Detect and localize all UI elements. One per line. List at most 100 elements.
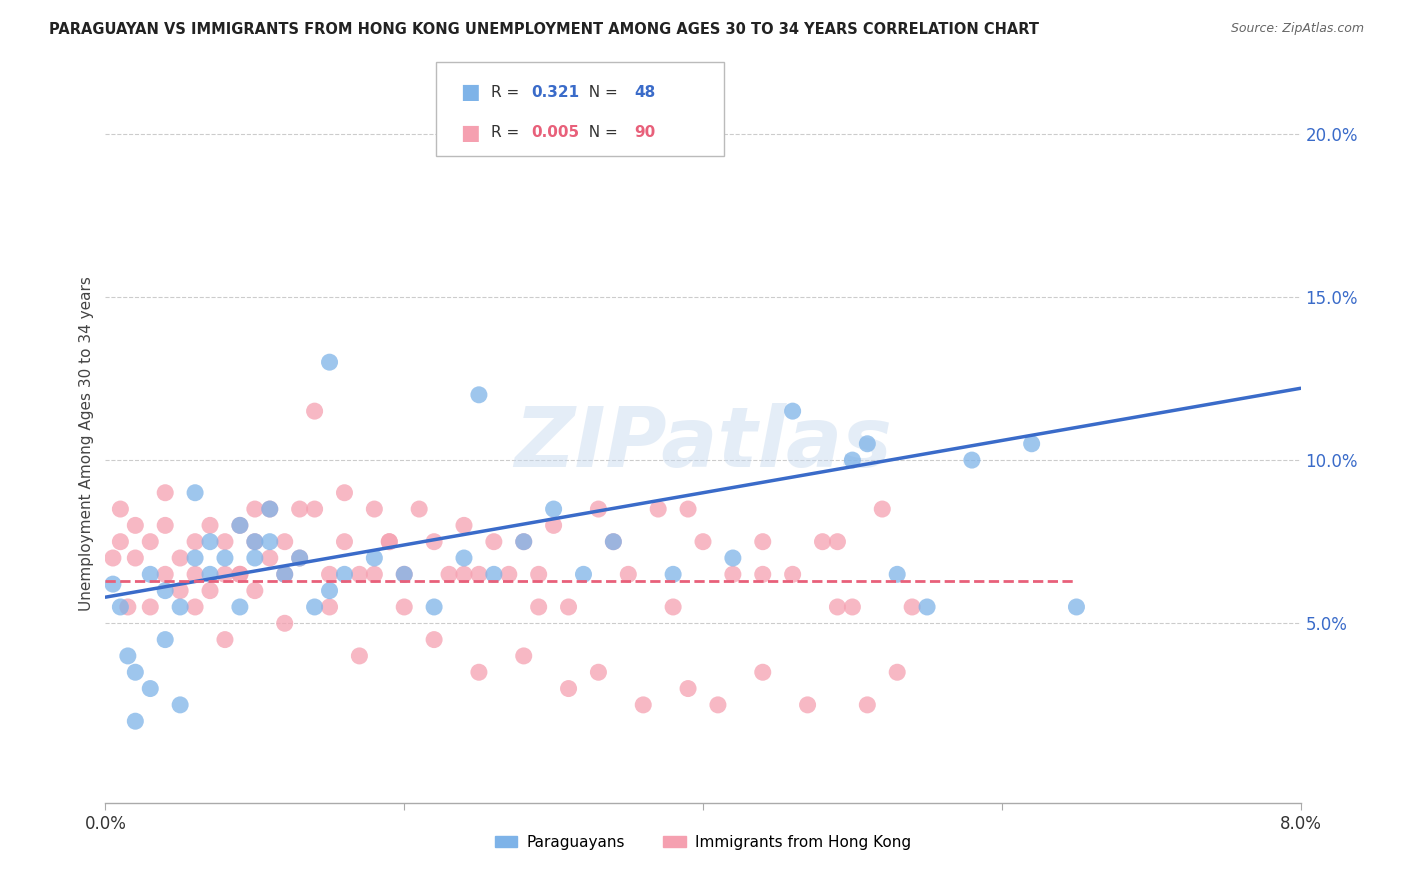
Point: [124, 714, 146, 729]
Point: [363, 567, 385, 582]
Point: [117, 599, 139, 614]
Point: [153, 518, 177, 533]
Point: [513, 648, 536, 663]
Point: [349, 648, 371, 663]
Point: [796, 698, 818, 712]
Point: [588, 502, 610, 516]
Point: [259, 534, 281, 549]
Point: [153, 632, 177, 647]
Point: [117, 648, 139, 663]
Point: [392, 567, 416, 582]
Point: [662, 567, 685, 582]
Point: [676, 502, 699, 516]
Text: Source: ZipAtlas.com: Source: ZipAtlas.com: [1230, 22, 1364, 36]
Point: [243, 502, 266, 516]
Point: [482, 534, 505, 549]
Point: [333, 534, 356, 549]
Point: [631, 698, 654, 712]
Point: [198, 518, 221, 533]
Point: [304, 502, 326, 516]
Point: [139, 534, 162, 549]
Point: [184, 534, 207, 549]
Point: [259, 502, 281, 516]
Point: [153, 567, 177, 582]
Legend: Paraguayans, Immigrants from Hong Kong: Paraguayans, Immigrants from Hong Kong: [488, 829, 918, 856]
Point: [827, 599, 849, 614]
Text: ■: ■: [460, 82, 479, 103]
Point: [273, 567, 295, 582]
Y-axis label: Unemployment Among Ages 30 to 34 years: Unemployment Among Ages 30 to 34 years: [79, 277, 94, 611]
Point: [572, 567, 595, 582]
Point: [827, 534, 849, 549]
Point: [423, 534, 446, 549]
Point: [169, 698, 191, 712]
Point: [468, 388, 491, 402]
Point: [229, 518, 252, 533]
Point: [557, 599, 579, 614]
Point: [1021, 436, 1043, 450]
Point: [378, 534, 401, 549]
Point: [273, 567, 295, 582]
Point: [543, 518, 565, 533]
Point: [184, 599, 207, 614]
Point: [886, 567, 908, 582]
Point: [513, 534, 536, 549]
Point: [139, 567, 162, 582]
Text: ZIPatlas: ZIPatlas: [515, 403, 891, 484]
Point: [259, 551, 281, 566]
Point: [602, 534, 624, 549]
Point: [721, 551, 744, 566]
Point: [288, 502, 311, 516]
Point: [243, 583, 266, 598]
Point: [915, 599, 938, 614]
Point: [273, 616, 295, 631]
Point: [184, 551, 207, 566]
Point: [198, 567, 221, 582]
Point: [169, 599, 191, 614]
Point: [184, 485, 207, 500]
Point: [408, 502, 430, 516]
Text: N =: N =: [579, 126, 623, 141]
Point: [198, 583, 221, 598]
Point: [513, 534, 536, 549]
Text: R =: R =: [491, 126, 524, 141]
Point: [243, 534, 266, 549]
Point: [304, 404, 326, 418]
Point: [318, 599, 340, 614]
Point: [751, 567, 773, 582]
Point: [363, 551, 385, 566]
Point: [527, 599, 550, 614]
Point: [437, 567, 460, 582]
Point: [707, 698, 730, 712]
Text: 0.005: 0.005: [531, 126, 579, 141]
Point: [468, 567, 491, 582]
Point: [198, 534, 221, 549]
Point: [110, 534, 132, 549]
Point: [184, 567, 207, 582]
Point: [676, 681, 699, 696]
Point: [110, 599, 132, 614]
Point: [333, 485, 356, 500]
Point: [214, 632, 236, 647]
Point: [169, 551, 191, 566]
Point: [453, 518, 475, 533]
Point: [333, 567, 356, 582]
Point: [453, 567, 475, 582]
Point: [124, 665, 146, 680]
Point: [153, 485, 177, 500]
Point: [124, 551, 146, 566]
Point: [304, 599, 326, 614]
Point: [124, 518, 146, 533]
Point: [617, 567, 640, 582]
Point: [482, 567, 505, 582]
Point: [110, 502, 132, 516]
Text: N =: N =: [579, 85, 623, 100]
Point: [751, 665, 773, 680]
Point: [273, 534, 295, 549]
Point: [214, 534, 236, 549]
Point: [288, 551, 311, 566]
Point: [259, 502, 281, 516]
Point: [468, 665, 491, 680]
Point: [841, 453, 863, 467]
Point: [453, 551, 475, 566]
